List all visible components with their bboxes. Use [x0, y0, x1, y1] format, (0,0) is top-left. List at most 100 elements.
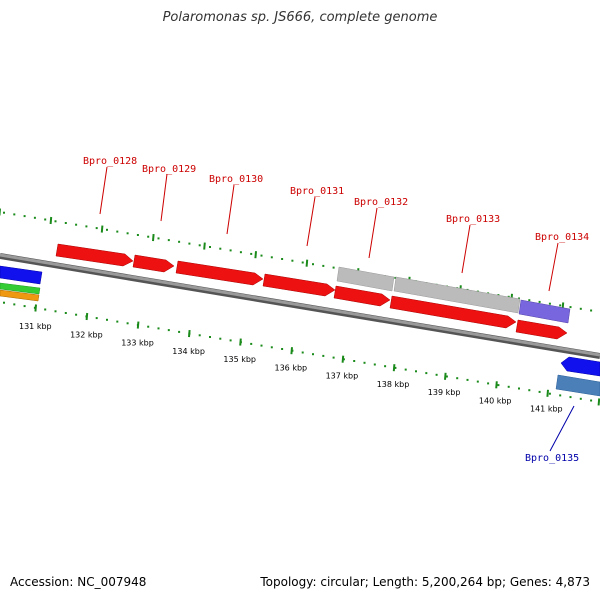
- kbp-label: 139 kbp: [428, 388, 461, 397]
- genome-summary-text: Topology: circular; Length: 5,200,264 bp…: [260, 575, 590, 589]
- inner-track-major-tick: [392, 364, 396, 372]
- inner-track-minor-tick: [353, 360, 356, 362]
- gene-label-bpro-0133[interactable]: Bpro_0133: [446, 214, 500, 225]
- gene-arrow-bpro-0129[interactable]: [132, 254, 175, 273]
- outer-track-minor-tick: [126, 232, 129, 235]
- outer-track-major-tick: [152, 234, 155, 242]
- forward-strand-upper-row: [55, 243, 571, 324]
- outer-track-minor-tick: [548, 302, 551, 305]
- gene-label-bpro-0128[interactable]: Bpro_0128: [83, 156, 137, 167]
- outer-track-minor-tick: [157, 237, 160, 240]
- kbp-label: 141 kbp: [530, 405, 563, 414]
- inner-track-minor-tick: [116, 320, 119, 323]
- inner-track-minor-tick: [198, 334, 201, 337]
- outer-track-minor-tick: [95, 227, 98, 230]
- gene-arrow-lower-2[interactable]: [389, 295, 517, 329]
- inner-track-minor-tick: [147, 325, 150, 328]
- gene-label-bpro-0132[interactable]: Bpro_0132: [354, 197, 408, 208]
- gene-arrow-bpro-0128[interactable]: [55, 243, 134, 267]
- leader-bpro-0129: [160, 173, 168, 222]
- gene-label-bpro-0129[interactable]: Bpro_0129: [142, 164, 196, 175]
- gene-block-blue-left[interactable]: [0, 265, 43, 285]
- kbp-label: 135 kbp: [223, 355, 256, 364]
- outer-track-minor-tick: [44, 218, 47, 221]
- gene-arrow-lower-3[interactable]: [515, 319, 568, 340]
- outer-track-major-tick: [203, 242, 206, 250]
- outer-track-minor-tick: [322, 264, 325, 267]
- gene-block-bpro-0133[interactable]: [393, 276, 521, 314]
- inner-track-minor-tick: [466, 378, 469, 381]
- inner-track-minor-tick: [394, 366, 397, 369]
- gene-labels: Bpro_0128 Bpro_0129 Bpro_0130 Bpro_0131 …: [83, 156, 589, 464]
- inner-track-minor-tick: [404, 368, 407, 371]
- gene-block-green-left[interactable]: [0, 282, 41, 295]
- outer-track-minor-tick: [239, 251, 242, 254]
- outer-track-minor-tick: [3, 211, 5, 214]
- outer-track-minor-tick: [54, 220, 57, 223]
- gene-label-bpro-0130[interactable]: Bpro_0130: [209, 174, 263, 185]
- outer-track-minor-tick: [528, 299, 531, 302]
- inner-track-minor-tick: [270, 346, 273, 349]
- gene-label-bpro-0131[interactable]: Bpro_0131: [290, 186, 344, 197]
- gene-block-bpro-0134[interactable]: [518, 299, 571, 324]
- outer-track-minor-tick: [229, 249, 232, 252]
- outer-track-minor-tick: [301, 261, 304, 264]
- inner-track-minor-tick: [425, 372, 428, 375]
- outer-track-minor-tick: [178, 240, 181, 243]
- outer-track-minor-tick: [312, 263, 314, 266]
- outer-track-minor-tick: [85, 225, 88, 228]
- inner-track-major-tick: [495, 381, 498, 389]
- outer-track-minor-tick: [209, 246, 211, 248]
- gene-arrow-bpro-0131[interactable]: [262, 273, 336, 297]
- gene-arrow-lower-1[interactable]: [333, 285, 391, 307]
- inner-track-minor-tick: [373, 363, 376, 366]
- inner-track-minor-tick: [342, 358, 345, 361]
- outer-track-minor-tick: [75, 223, 78, 226]
- gene-arrow-blue-right[interactable]: [560, 356, 600, 377]
- inner-track-major-tick: [34, 304, 37, 312]
- inner-track-major-tick: [188, 330, 191, 338]
- gene-arrow-bpro-0130[interactable]: [175, 260, 264, 286]
- inner-track-minor-tick: [106, 318, 108, 321]
- inner-track-minor-tick: [44, 308, 47, 311]
- inner-track-minor-tick: [528, 389, 531, 392]
- inner-tick-track: [3, 301, 600, 406]
- inner-track-minor-tick: [250, 342, 253, 345]
- outer-track-minor-tick: [147, 235, 150, 238]
- outer-track-major-tick: [254, 251, 257, 259]
- forward-strand-lower-row: [333, 285, 568, 340]
- outer-track-minor-tick: [394, 276, 397, 279]
- inner-track-minor-tick: [167, 329, 170, 332]
- outer-track-minor-tick: [64, 222, 67, 224]
- reverse-strand-genes: [555, 356, 600, 397]
- outer-track-minor-tick: [518, 297, 520, 300]
- outer-track-minor-tick: [116, 230, 119, 233]
- outer-track-minor-tick: [281, 258, 284, 260]
- inner-track-minor-tick: [260, 344, 263, 347]
- outer-track-minor-tick: [260, 254, 263, 257]
- inner-track-minor-tick: [579, 397, 582, 400]
- inner-track-major-tick: [597, 398, 600, 406]
- outer-track-minor-tick: [332, 266, 335, 269]
- inner-track-minor-tick: [445, 375, 448, 378]
- gene-block-bpro-0132[interactable]: [336, 266, 395, 292]
- chromosome-backbone: [0, 253, 600, 359]
- inner-track-minor-tick: [64, 312, 67, 314]
- inner-track-minor-tick: [312, 353, 314, 356]
- gene-block-bpro-0135[interactable]: [555, 374, 600, 397]
- accession-text: Accession: NC_007948: [10, 575, 147, 589]
- kbp-label: 131 kbp: [19, 322, 52, 331]
- kbp-label: 137 kbp: [326, 372, 359, 381]
- gene-block-orange-left[interactable]: [0, 289, 40, 302]
- inner-track-minor-tick: [384, 365, 387, 368]
- gene-label-bpro-0135[interactable]: Bpro_0135: [525, 453, 579, 464]
- inner-track-minor-tick: [415, 370, 417, 373]
- outer-track-minor-tick: [188, 242, 191, 245]
- gene-label-bpro-0134[interactable]: Bpro_0134: [535, 232, 589, 243]
- inner-track-minor-tick: [548, 392, 551, 395]
- outer-track-major-tick: [305, 259, 309, 267]
- inner-track-minor-tick: [497, 384, 500, 387]
- leader-bpro-0128: [99, 166, 108, 215]
- outer-track-major-tick: [49, 216, 53, 225]
